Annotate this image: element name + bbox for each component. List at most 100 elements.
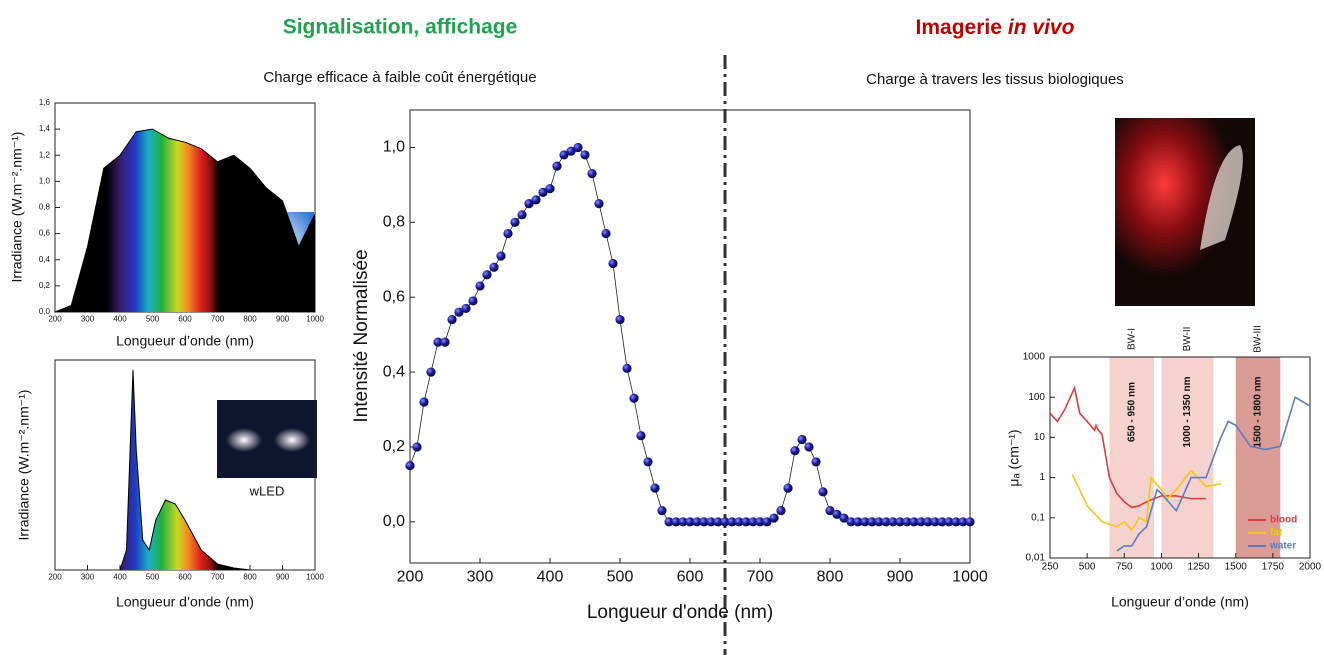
band-name: BW-III <box>1253 325 1264 353</box>
finger <box>1200 145 1243 250</box>
y-tick-label: 0,1 <box>1031 512 1045 523</box>
data-point <box>720 517 730 527</box>
y-tick-label: 1,2 <box>39 150 51 159</box>
data-point <box>664 517 674 527</box>
y-tick-label: 0,2 <box>39 281 51 290</box>
x-tick-label: 1500 <box>1225 562 1248 573</box>
data-point <box>559 150 569 160</box>
y-tick-label: 0,4 <box>383 363 405 380</box>
y-tick-label: 1 <box>1039 472 1045 483</box>
x-tick-label: 800 <box>243 572 257 581</box>
tissue-photo <box>1115 118 1255 306</box>
band-label: 650 - 950 nm <box>1126 382 1137 442</box>
data-point <box>629 393 639 403</box>
data-point <box>853 517 863 527</box>
data-point <box>405 461 415 471</box>
x-tick-label: 600 <box>677 569 704 586</box>
y-tick-label: 0,8 <box>383 214 405 231</box>
data-point <box>825 505 835 516</box>
data-point <box>727 517 737 527</box>
data-point <box>888 517 898 527</box>
inset-label: wLED <box>249 483 285 498</box>
data-point <box>895 517 905 527</box>
data-point <box>468 296 478 306</box>
data-point <box>433 337 443 347</box>
data-point <box>545 184 555 194</box>
band-label: 1500 - 1800 nm <box>1253 376 1264 447</box>
plot-frame <box>409 109 971 564</box>
band-name: BW-I <box>1126 328 1137 350</box>
x-axis-label: Longueur d'onde (nm) <box>587 602 773 623</box>
data-line <box>409 146 970 523</box>
y-axis-label: Irradiance (W.m⁻².nm⁻¹) <box>16 390 32 541</box>
data-point <box>426 367 436 377</box>
data-point <box>503 228 513 239</box>
data-point <box>706 517 716 527</box>
data-point <box>867 517 877 527</box>
data-point <box>461 303 471 314</box>
data-point <box>678 517 688 527</box>
x-tick-label: 1000 <box>952 569 988 586</box>
y-tick-label: 0,4 <box>39 255 51 264</box>
right-subtitle: Charge à travers les tissus biologiques <box>866 71 1124 88</box>
left-subtitle: Charge efficace à faible coût énergétiqu… <box>263 69 536 86</box>
x-tick-label: 1000 <box>306 314 324 323</box>
data-point <box>601 228 611 239</box>
x-tick-label: 400 <box>113 572 127 581</box>
data-point <box>762 517 772 527</box>
data-point <box>958 517 968 527</box>
data-point <box>573 142 583 153</box>
data-point <box>510 217 520 227</box>
x-tick-label: 1750 <box>1262 562 1285 573</box>
data-point <box>832 509 842 519</box>
data-point <box>944 517 954 527</box>
data-point <box>783 483 793 493</box>
data-point <box>965 517 975 527</box>
data-point <box>902 517 912 527</box>
data-point <box>566 146 576 156</box>
y-tick-label: 1,0 <box>39 176 51 185</box>
data-point <box>482 270 492 280</box>
data-point <box>517 210 527 220</box>
data-point <box>839 513 849 523</box>
data-point <box>538 187 548 197</box>
data-point <box>769 513 779 523</box>
series-line <box>1049 385 1206 509</box>
data-point <box>741 517 751 527</box>
data-point <box>951 517 961 527</box>
band-label: 1000 - 1350 nm <box>1182 376 1193 447</box>
legend-label: water <box>1269 541 1296 552</box>
data-point <box>580 150 590 160</box>
data-point <box>615 315 625 325</box>
data-point <box>755 517 765 527</box>
x-tick-label: 600 <box>178 572 192 581</box>
x-tick-label: 1000 <box>306 572 324 581</box>
data-point <box>531 195 541 205</box>
x-tick-label: 300 <box>81 572 95 581</box>
data-point <box>860 517 870 527</box>
y-axis-label: Irradiance (W.m⁻².nm⁻¹) <box>9 132 25 283</box>
data-point <box>524 198 534 209</box>
data-point <box>496 251 506 261</box>
data-point <box>594 198 604 209</box>
x-tick-label: 300 <box>467 569 494 586</box>
data-point <box>909 517 919 527</box>
data-point <box>650 483 660 493</box>
band-name: BW-II <box>1182 327 1193 352</box>
x-tick-label: 200 <box>397 569 424 586</box>
x-tick-label: 300 <box>81 314 95 323</box>
series-line <box>1071 469 1222 532</box>
y-tick-label: 100 <box>1028 392 1045 403</box>
x-tick-label: 500 <box>146 314 160 323</box>
series-line <box>1116 395 1311 552</box>
y-axis-label: μₐ (cm⁻¹) <box>1006 429 1022 486</box>
data-point <box>685 517 695 527</box>
data-point <box>636 431 646 441</box>
x-tick-label: 750 <box>1116 562 1133 573</box>
y-tick-label: 0,2 <box>383 438 405 455</box>
data-point <box>797 434 807 445</box>
data-point <box>489 262 499 272</box>
data-point <box>881 517 891 527</box>
